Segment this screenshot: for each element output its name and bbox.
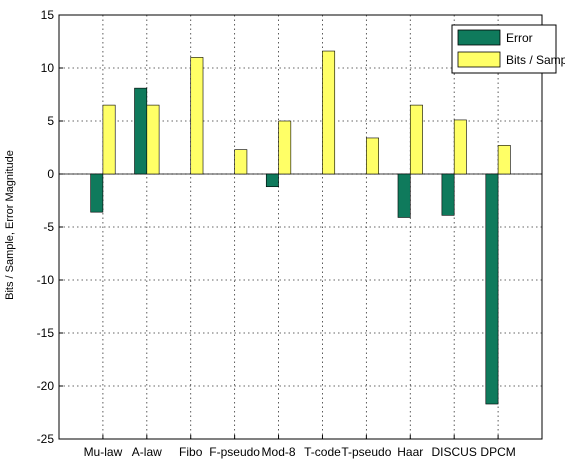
legend-swatch-bits-sample [457,51,501,68]
legend-label-bits-sample: Bits / Sample [506,53,565,67]
bar-bits-sample-a-law [146,104,160,175]
bar-bits-sample-t-code [322,50,336,175]
x-tick-label: F-pseudo [209,445,260,459]
x-tick-label: DPCM [480,445,515,459]
bar-bits-sample-mu-law [102,104,116,175]
bar-error-haar [397,173,411,218]
x-tick-label: DISCUS [432,445,477,459]
y-tick-label: -10 [37,273,55,287]
bar-error-mu-law [90,173,104,213]
y-tick-label: -5 [43,220,54,234]
bar-bits-sample-f-pseudo [234,149,248,175]
bar-error-a-law [134,87,148,175]
bars [90,50,511,405]
y-ticks: 15 10 5 0 -5 -10 -15 -20 -25 [37,8,63,446]
x-tick-label: Mu-law [84,445,123,459]
bar-bits-sample-dpcm [497,145,511,175]
bar-bits-sample-haar [409,104,423,175]
legend-swatch-error [457,29,501,46]
x-tick-label: Haar [397,445,423,459]
bar-error-mod-8 [265,173,279,188]
y-tick-label: 0 [47,167,54,181]
x-tick-label: A-law [132,445,162,459]
y-tick-label: 15 [41,8,55,22]
legend-label-error: Error [506,31,533,45]
x-tick-label: T-pseudo [341,445,391,459]
x-tick-label: Mod-8 [262,445,296,459]
y-tick-label: -20 [37,379,55,393]
y-tick-label: -25 [37,432,55,446]
y-tick-label: -15 [37,326,55,340]
y-tick-label: 10 [41,61,55,75]
bar-bits-sample-mod-8 [278,120,292,175]
bar-error-dpcm [485,173,499,405]
bar-error-discus [441,173,455,216]
x-ticks: Mu-law A-law Fibo F-pseudo Mod-8 T-code T-pseu… [84,435,516,459]
y-axis-label: Bits / Sample, Error Magnitude [4,150,16,300]
bar-bits-sample-discus [453,119,467,175]
y-tick-label: 5 [47,114,54,128]
bar-bits-sample-t-pseudo [366,137,379,175]
x-tick-label: T-code [304,445,341,459]
x-tick-label: Fibo [179,445,203,459]
bar-bits-sample-fibo [190,57,204,175]
grid-lines [59,14,542,440]
legend: Error Bits / Sample [451,24,565,74]
